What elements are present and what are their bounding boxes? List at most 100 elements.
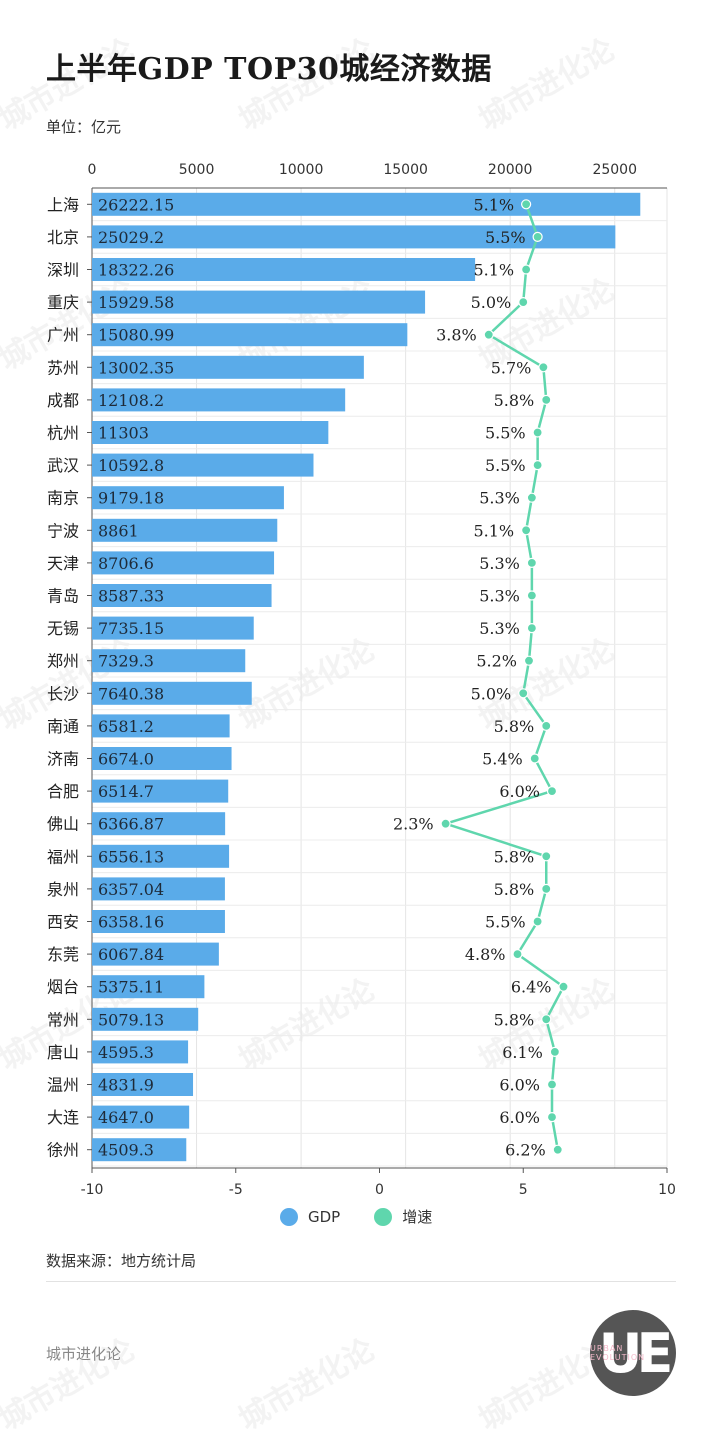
category-label: 上海 <box>47 195 79 214</box>
gdp-data-label: 6674.0 <box>98 750 154 769</box>
logo-text: UE <box>598 1321 674 1385</box>
category-label: 北京 <box>47 228 79 247</box>
legend-gdp-swatch <box>280 1207 298 1226</box>
gdp-bar <box>92 779 229 803</box>
growth-point <box>523 655 535 666</box>
gdp-data-label: 6067.84 <box>98 945 164 964</box>
growth-data-label: 5.5% <box>485 913 526 932</box>
growth-data-label: 6.4% <box>511 978 552 997</box>
bottom-axis-tick-label: -10 <box>81 1182 104 1198</box>
growth-line <box>441 203 566 1150</box>
category-label: 天津 <box>47 554 79 573</box>
growth-point <box>526 590 537 601</box>
category-label: 东莞 <box>47 945 79 964</box>
legend-growth-swatch <box>374 1207 393 1226</box>
growth-data-label: 5.1% <box>473 521 514 540</box>
growth-point <box>521 264 532 275</box>
gdp-bar <box>92 877 225 901</box>
growth-data-label: 5.1% <box>473 261 514 280</box>
gdp-data-label: 25029.2 <box>98 228 164 247</box>
growth-point <box>541 720 552 732</box>
growth-point <box>521 199 532 210</box>
growth-point <box>541 394 552 405</box>
growth-data-label: 5.8% <box>494 391 535 410</box>
gdp-bar <box>92 290 426 314</box>
gdp-bar <box>92 388 346 412</box>
gdp-data-label: 11303 <box>98 424 149 443</box>
category-label: 福州 <box>47 847 79 866</box>
category-label: 常州 <box>47 1010 79 1029</box>
growth-point <box>552 1144 563 1155</box>
gdp-data-label: 18322.26 <box>98 261 174 280</box>
category-label: 佛山 <box>47 815 79 834</box>
gdp-bar <box>92 551 275 575</box>
growth-point <box>532 916 543 927</box>
brand-name: 城市进化论 <box>46 1345 122 1363</box>
growth-point <box>518 297 529 308</box>
growth-data-label: 5.3% <box>479 587 520 606</box>
top-axis-tick-label: 10000 <box>279 162 324 178</box>
gdp-bar <box>92 192 641 216</box>
gdp-bar <box>92 681 252 705</box>
gdp-data-label: 26222.15 <box>98 195 174 214</box>
divider <box>46 1281 676 1282</box>
growth-data-label: 3.8% <box>436 326 477 345</box>
growth-data-label: 5.8% <box>494 847 535 866</box>
gdp-bar <box>92 649 246 673</box>
growth-point <box>532 460 543 471</box>
growth-data-label: 5.0% <box>471 293 512 312</box>
category-label: 无锡 <box>47 619 79 638</box>
growth-point <box>541 883 552 895</box>
gdp-data-label: 7640.38 <box>98 684 164 703</box>
growth-point <box>518 688 529 699</box>
growth-point <box>538 362 549 373</box>
category-label: 郑州 <box>47 652 79 671</box>
gdp-bar <box>92 1105 190 1129</box>
growth-data-label: 5.1% <box>473 195 514 214</box>
gdp-bar <box>92 812 226 836</box>
growth-point <box>546 1079 558 1090</box>
growth-point <box>541 851 552 862</box>
category-label: 长沙 <box>47 684 79 703</box>
gdp-bar <box>92 975 205 999</box>
category-label: 广州 <box>47 326 79 345</box>
category-label: 深圳 <box>47 261 79 280</box>
category-label: 杭州 <box>47 424 79 443</box>
growth-point <box>529 753 540 764</box>
gdp-bar <box>92 518 278 542</box>
gdp-bar <box>92 258 476 281</box>
gdp-data-label: 15929.58 <box>98 293 174 312</box>
growth-data-label: 5.4% <box>482 750 523 769</box>
gdp-data-label: 8861 <box>98 521 139 540</box>
category-label: 南京 <box>47 489 79 508</box>
gdp-bar <box>92 714 230 738</box>
gdp-bar <box>92 844 230 868</box>
gdp-data-label: 6581.2 <box>98 717 154 736</box>
growth-data-label: 6.0% <box>499 782 540 801</box>
category-label: 合肥 <box>47 782 79 801</box>
growth-data-label: 5.8% <box>494 717 535 736</box>
gdp-bar <box>92 323 408 347</box>
category-label: 成都 <box>47 391 79 410</box>
growth-point <box>541 1014 552 1025</box>
legend-item-gdp: GDP <box>280 1207 340 1226</box>
legend-item-growth: 增速 <box>374 1206 432 1227</box>
gdp-data-label: 6358.16 <box>98 913 164 932</box>
gdp-data-label: 15080.99 <box>98 326 174 345</box>
growth-point <box>521 525 532 536</box>
category-label: 武汉 <box>47 456 79 475</box>
legend-growth-label: 增速 <box>402 1208 433 1226</box>
gdp-data-label: 9179.18 <box>98 489 164 508</box>
chart: 0 5000 10000 15000 20000 25000 -10 -5 0 5 10 上海 2622… <box>47 162 676 1198</box>
top-axis-tick-label: 25000 <box>592 162 637 178</box>
growth-data-label: 5.3% <box>479 554 520 573</box>
gdp-data-label: 4647.0 <box>98 1108 154 1127</box>
growth-data-label: 5.8% <box>494 1010 535 1029</box>
category-label: 青岛 <box>47 587 79 606</box>
source-note: 数据来源：地方统计局 <box>46 1252 197 1270</box>
gdp-data-label: 8706.6 <box>98 554 154 573</box>
top-axis-tick-label: 5000 <box>179 162 215 178</box>
growth-data-label: 5.2% <box>476 652 517 671</box>
gdp-data-label: 7329.3 <box>98 652 154 671</box>
gdp-bar <box>92 1138 187 1162</box>
